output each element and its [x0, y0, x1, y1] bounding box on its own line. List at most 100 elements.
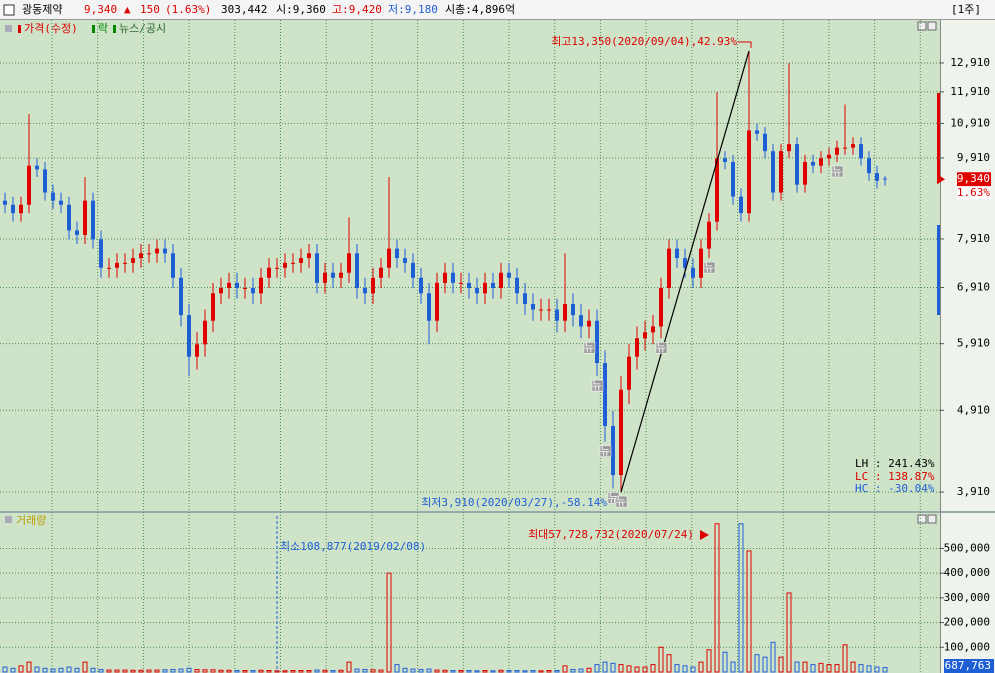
- volume-bar: [154, 669, 160, 673]
- candle-body: [835, 147, 839, 155]
- volume-bar: [546, 670, 552, 673]
- candle-body: [203, 320, 207, 345]
- y-tick-label: 10,910: [950, 116, 990, 129]
- candle-body: [731, 161, 735, 197]
- candle-body: [619, 389, 623, 476]
- volume-bar: [514, 670, 520, 673]
- volume-bar: [506, 670, 512, 673]
- candle-body: [779, 151, 783, 193]
- low: 저:9,180: [388, 3, 438, 16]
- volume: 303,442: [221, 3, 267, 16]
- volume-panel: [0, 513, 940, 673]
- max-annotation: 최대57,728,732(2020/07/24): [528, 528, 694, 541]
- range-bar: [937, 93, 940, 181]
- volume-bar: [666, 654, 672, 673]
- volume-bar: [26, 661, 32, 673]
- volume-bar: [394, 664, 400, 673]
- legend-news[interactable]: 뉴스/공시: [119, 22, 166, 35]
- volume-bar: [82, 661, 88, 673]
- volume-bar: [282, 670, 288, 673]
- legend-swatch: [113, 25, 116, 33]
- legend-swatch: [92, 25, 95, 33]
- news-marker: [655, 341, 668, 354]
- legend-volume[interactable]: 거래량: [16, 514, 46, 527]
- candle-body: [483, 282, 487, 294]
- volume-bar: [402, 667, 408, 673]
- candle-body: [579, 315, 583, 327]
- checkbox[interactable]: [3, 4, 15, 16]
- high-annotation: 최고13,350(2020/09/04),42.93%: [551, 35, 737, 48]
- candle-body: [235, 282, 239, 289]
- candle-body: [675, 248, 679, 259]
- panel-button[interactable]: [927, 514, 937, 524]
- panel-icon: [5, 25, 12, 32]
- candle-body: [11, 204, 15, 214]
- volume-bar: [130, 669, 136, 673]
- y-tick-label: 500,000: [944, 541, 990, 554]
- volume-bar: [178, 668, 184, 673]
- volume-bar: [378, 669, 384, 673]
- candle-body: [171, 253, 175, 278]
- panel-button[interactable]: [917, 514, 927, 524]
- volume-bar: [698, 661, 704, 673]
- y-tick-label: 7,910: [957, 232, 990, 245]
- legend-price[interactable]: 가격(수정): [24, 22, 78, 35]
- panel-button[interactable]: [917, 21, 927, 31]
- volume-bar: [522, 670, 528, 673]
- volume-bar: [362, 669, 368, 673]
- candle-body: [323, 272, 327, 283]
- news-marker-label: 뉴: [592, 379, 602, 392]
- candle-body: [83, 200, 87, 235]
- candle-body: [603, 363, 607, 426]
- candle-body: [435, 282, 439, 321]
- volume-bar: [458, 670, 464, 673]
- y-tick-label: 4,910: [957, 403, 990, 416]
- volume-bar: [410, 668, 416, 673]
- candle-body: [331, 272, 335, 278]
- volume-bar: [674, 664, 680, 673]
- low-annotation: 최저3,910(2020/03/27),-58.14%: [421, 496, 607, 509]
- candle-body: [307, 253, 311, 259]
- news-marker: [615, 495, 628, 508]
- candle-body: [587, 320, 591, 327]
- legend-ex-rights[interactable]: 락: [98, 22, 108, 35]
- candle-body: [91, 200, 95, 240]
- volume-bar: [202, 669, 208, 673]
- volume-bar: [658, 646, 664, 673]
- news-marker: [831, 165, 844, 178]
- candle-body: [395, 248, 399, 259]
- volume-bar: [602, 661, 608, 673]
- candle-body: [99, 239, 103, 268]
- legend-swatch: [18, 25, 21, 33]
- candle-body: [795, 144, 799, 185]
- candle-body: [43, 169, 47, 193]
- volume-bar: [298, 670, 304, 673]
- volume-bar: [482, 670, 488, 673]
- open: 시:9,360: [276, 3, 326, 16]
- volume-bar: [122, 669, 128, 673]
- candle-body: [179, 277, 183, 316]
- arrow: ▲: [124, 3, 131, 16]
- candle-body: [531, 304, 535, 310]
- candle-body: [51, 192, 55, 201]
- candle-body: [611, 425, 615, 476]
- volume-bar: [106, 669, 112, 673]
- period[interactable]: [1주]: [951, 3, 981, 16]
- candle-body: [267, 267, 271, 278]
- volume-bar: [218, 669, 224, 673]
- candle-body: [683, 258, 687, 268]
- news-marker: [591, 379, 604, 392]
- candle-body: [467, 282, 471, 289]
- volume-bar: [538, 670, 544, 673]
- candle-body: [595, 320, 599, 364]
- panel-button[interactable]: [927, 21, 937, 31]
- candle-body: [315, 253, 319, 283]
- volume-bar: [210, 669, 216, 673]
- volume-bar: [618, 664, 624, 673]
- high-arrow: [738, 41, 752, 48]
- change-box: [957, 186, 991, 200]
- volume-bar: [530, 670, 536, 673]
- volume-bar: [778, 656, 784, 673]
- y-tick-label: 300,000: [944, 591, 990, 604]
- candle-body: [707, 221, 711, 249]
